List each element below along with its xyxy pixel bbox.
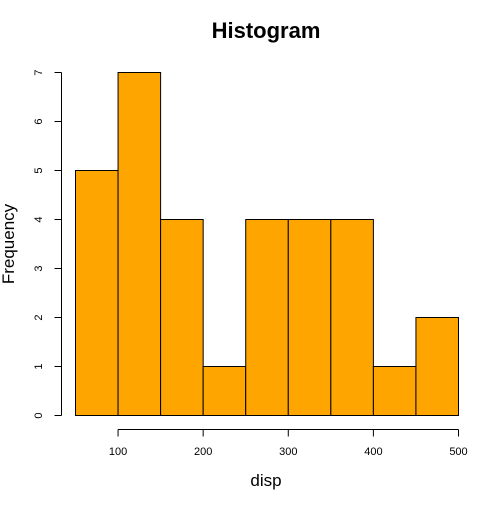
x-axis: 100 200 300 400 500 xyxy=(109,429,468,458)
x-tick-label-400: 400 xyxy=(364,446,382,458)
x-axis-title: disp xyxy=(250,471,281,490)
x-tick-label-100: 100 xyxy=(109,446,127,458)
histogram-bar-4 xyxy=(245,219,289,416)
histogram-bar-8 xyxy=(415,317,460,416)
x-tick-label-200: 200 xyxy=(194,446,212,458)
y-tick-label-7: 7 xyxy=(33,69,45,75)
histogram-bar-5 xyxy=(287,219,332,416)
histogram-bar-6 xyxy=(330,219,374,416)
y-tick-label-4: 4 xyxy=(33,216,45,222)
bars-group xyxy=(75,72,460,416)
x-tick-label-500: 500 xyxy=(449,446,467,458)
y-tick-label-3: 3 xyxy=(33,265,45,271)
x-tick-label-300: 300 xyxy=(279,446,297,458)
histogram-bar-1 xyxy=(117,72,162,416)
y-axis: 0 1 2 3 4 5 6 7 xyxy=(33,69,62,419)
y-tick-label-1: 1 xyxy=(33,363,45,369)
y-tick-label-0: 0 xyxy=(33,412,45,418)
y-tick-label-5: 5 xyxy=(33,167,45,173)
chart-title: Histogram xyxy=(212,18,321,43)
histogram-bar-0 xyxy=(75,170,119,416)
y-axis-title: Frequency xyxy=(0,203,18,284)
y-tick-label-2: 2 xyxy=(33,314,45,320)
histogram-bar-3 xyxy=(202,366,247,416)
y-tick-label-6: 6 xyxy=(33,118,45,124)
histogram-bar-2 xyxy=(160,219,204,416)
histogram-bar-7 xyxy=(372,366,417,416)
